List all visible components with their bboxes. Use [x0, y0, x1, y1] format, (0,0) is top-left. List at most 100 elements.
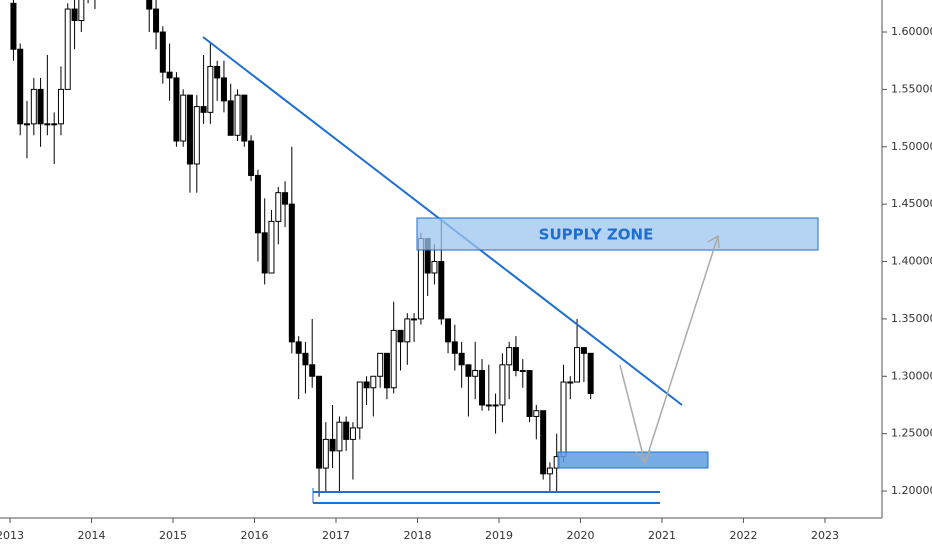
candle-body	[193, 106, 200, 165]
y-tick-label: 1.50000	[891, 140, 932, 153]
zone-label: SUPPLY ZONE	[539, 226, 654, 244]
candle-body	[343, 421, 350, 440]
candle-body	[288, 203, 295, 343]
x-tick-label: 2022	[729, 529, 757, 542]
x-tick-label: 2015	[159, 529, 187, 542]
candle-body	[519, 370, 526, 373]
candle-body	[23, 123, 30, 126]
candle-body	[540, 410, 547, 475]
x-tick-label: 2021	[648, 529, 676, 542]
candle-body	[268, 220, 275, 274]
y-tick-label: 1.60000	[891, 25, 932, 38]
candle-body	[349, 427, 356, 440]
candle-body	[186, 94, 193, 165]
candle-body	[30, 88, 37, 125]
candle-body	[383, 352, 390, 389]
candle-body	[248, 140, 255, 176]
candle-body	[17, 48, 24, 125]
candle-body	[282, 192, 289, 205]
candle-body	[404, 318, 411, 343]
candle-body	[479, 370, 486, 406]
candle-body	[567, 381, 574, 384]
candle-body	[241, 94, 248, 142]
candle-body	[71, 8, 78, 22]
candles	[10, 0, 594, 497]
candle-body	[254, 174, 261, 234]
candle-body	[173, 77, 180, 142]
x-tick-label: 2019	[485, 529, 513, 542]
candle-body	[587, 352, 594, 394]
candle-body	[64, 8, 71, 90]
demand-zone	[557, 451, 709, 469]
candle-body	[506, 347, 513, 366]
candle-body	[458, 352, 465, 366]
candle-body	[261, 232, 268, 274]
candle-body	[322, 438, 329, 469]
candle-body	[214, 65, 221, 79]
candle-body	[295, 341, 302, 354]
candle-body	[574, 347, 581, 383]
candle-body	[234, 94, 241, 136]
candle-body	[356, 381, 363, 429]
candle-body	[546, 467, 553, 475]
y-tick-label: 1.20000	[891, 484, 932, 497]
y-tick-label: 1.45000	[891, 197, 932, 210]
candle-body	[377, 352, 384, 377]
candle-body	[492, 404, 499, 407]
y-tick-label: 1.25000	[891, 427, 932, 440]
candle-body	[329, 438, 336, 452]
y-tick-label: 1.40000	[891, 255, 932, 268]
candle-body	[445, 318, 452, 343]
candle-body	[153, 8, 160, 33]
candle-body	[370, 375, 377, 389]
y-tick-label: 1.55000	[891, 82, 932, 95]
candle-body	[200, 106, 207, 113]
candle-body	[499, 364, 506, 406]
candle-body	[37, 88, 44, 125]
candle-body	[438, 261, 445, 320]
candle-body	[309, 364, 316, 377]
candle-body	[220, 77, 227, 102]
candle-body	[78, 0, 85, 22]
candle-body	[227, 100, 234, 136]
y-tick-label: 1.35000	[891, 312, 932, 325]
candle-body	[166, 71, 173, 79]
x-tick-label: 2018	[403, 529, 431, 542]
candle-body	[512, 347, 519, 372]
candle-body	[526, 370, 533, 417]
candle-body	[451, 341, 458, 354]
x-tick-label: 2016	[241, 529, 269, 542]
supply-zone	[416, 217, 819, 251]
x-tick-label: 2023	[811, 529, 839, 542]
candle-body	[302, 352, 309, 366]
candle-body	[485, 404, 492, 407]
x-tick-label: 2013	[0, 529, 24, 542]
candle-body	[336, 421, 343, 452]
candle-body	[146, 0, 153, 10]
candle-body	[51, 123, 58, 126]
candle-body	[431, 261, 438, 274]
candle-body	[363, 381, 370, 389]
candle-body	[472, 370, 479, 377]
candle-body	[159, 31, 166, 73]
candle-body	[207, 65, 214, 113]
candle-body	[390, 329, 397, 389]
candle-body	[275, 192, 282, 222]
arrow-head	[707, 234, 720, 249]
candle-body	[465, 364, 472, 377]
x-tick-label: 2014	[78, 529, 106, 542]
candle-body	[411, 318, 418, 321]
candle-body	[180, 94, 187, 142]
candle-body	[560, 381, 567, 458]
candle-body	[533, 410, 540, 417]
candle-body	[316, 375, 323, 469]
x-tick-label: 2020	[566, 529, 594, 542]
x-tick-label: 2017	[322, 529, 350, 542]
arrow-head	[635, 449, 651, 465]
candle-body	[397, 329, 404, 343]
candle-body	[10, 2, 17, 50]
candle-body	[580, 347, 587, 354]
candle-body	[57, 88, 64, 125]
